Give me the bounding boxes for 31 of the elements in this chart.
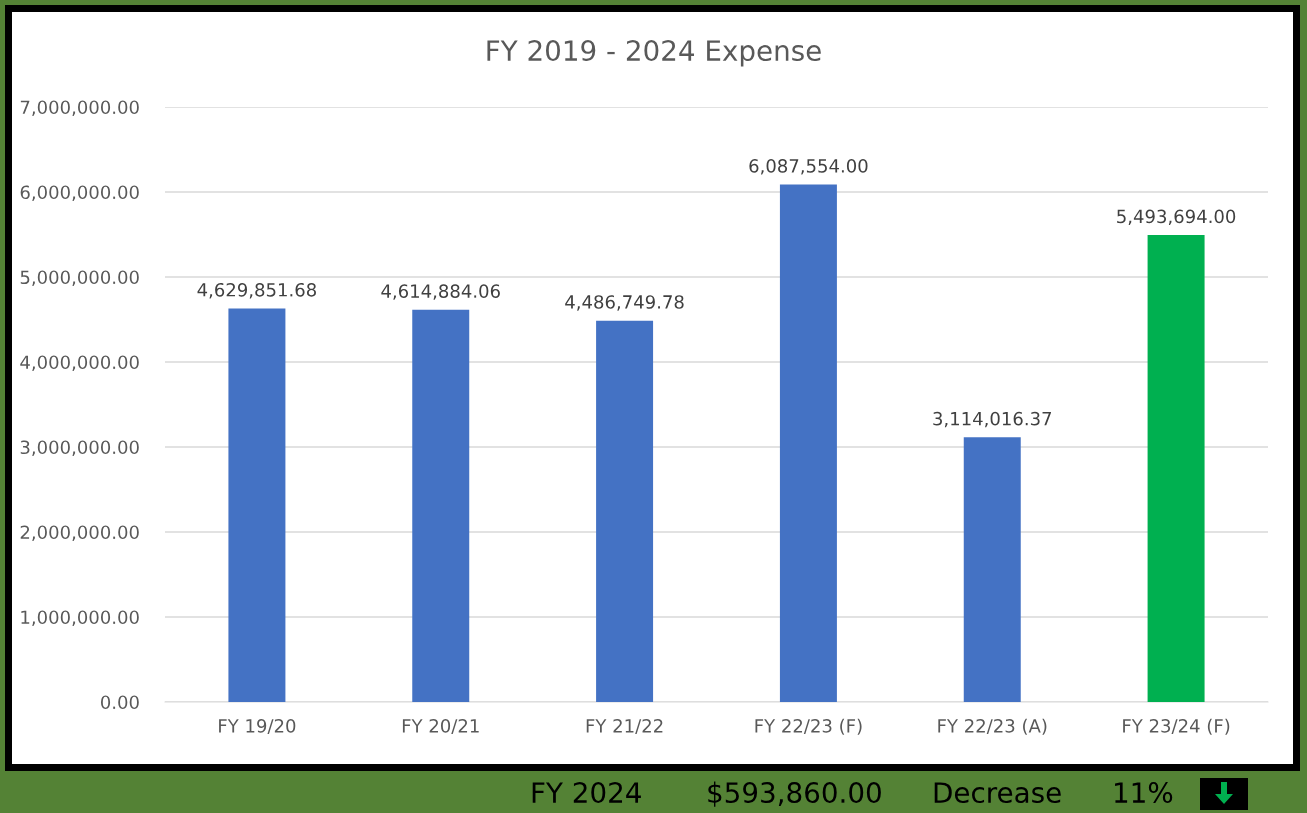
y-tick-label: 0.00 bbox=[100, 695, 139, 710]
data-label: 4,629,851.68 bbox=[197, 282, 316, 299]
y-tick-label: 5,000,000.00 bbox=[20, 270, 139, 286]
y-tick-label: 7,000,000.00 bbox=[20, 100, 139, 116]
data-label: 3,114,016.37 bbox=[933, 411, 1052, 428]
data-label: 5,493,694.00 bbox=[1117, 209, 1236, 226]
bar bbox=[963, 437, 1021, 702]
x-tick-label: FY 22/23 (F) bbox=[755, 718, 862, 735]
y-tick-label: 1,000,000.00 bbox=[21, 610, 139, 626]
bar bbox=[779, 184, 837, 702]
x-tick-label: FY 19/20 bbox=[219, 718, 296, 735]
bar bbox=[1147, 235, 1205, 702]
text: 11% bbox=[1115, 782, 1173, 804]
text: $593,860.00 bbox=[708, 781, 881, 807]
text: Decrease bbox=[934, 782, 1061, 804]
text: FY 2024 bbox=[532, 782, 641, 804]
data-label: 4,486,749.78 bbox=[565, 295, 684, 311]
chart-title: FY 2019 - 2024 Expense bbox=[487, 40, 821, 67]
y-tick-label: 2,000,000.00 bbox=[20, 525, 139, 541]
bar bbox=[228, 308, 286, 702]
x-tick-label: FY 22/23 (A) bbox=[938, 718, 1047, 735]
bar bbox=[412, 309, 470, 702]
y-tick-label: 4,000,000.00 bbox=[20, 355, 139, 371]
bar bbox=[596, 320, 654, 702]
data-label: 6,087,554.00 bbox=[749, 159, 868, 175]
y-tick-label: 3,000,000.00 bbox=[20, 440, 139, 456]
y-tick-label: 6,000,000.00 bbox=[20, 185, 139, 201]
x-tick-label: FY 21/22 bbox=[586, 718, 663, 735]
data-label: 4,614,884.06 bbox=[381, 284, 500, 300]
x-tick-label: FY 23/24 (F) bbox=[1123, 718, 1230, 735]
x-tick-label: FY 20/21 bbox=[402, 718, 479, 735]
